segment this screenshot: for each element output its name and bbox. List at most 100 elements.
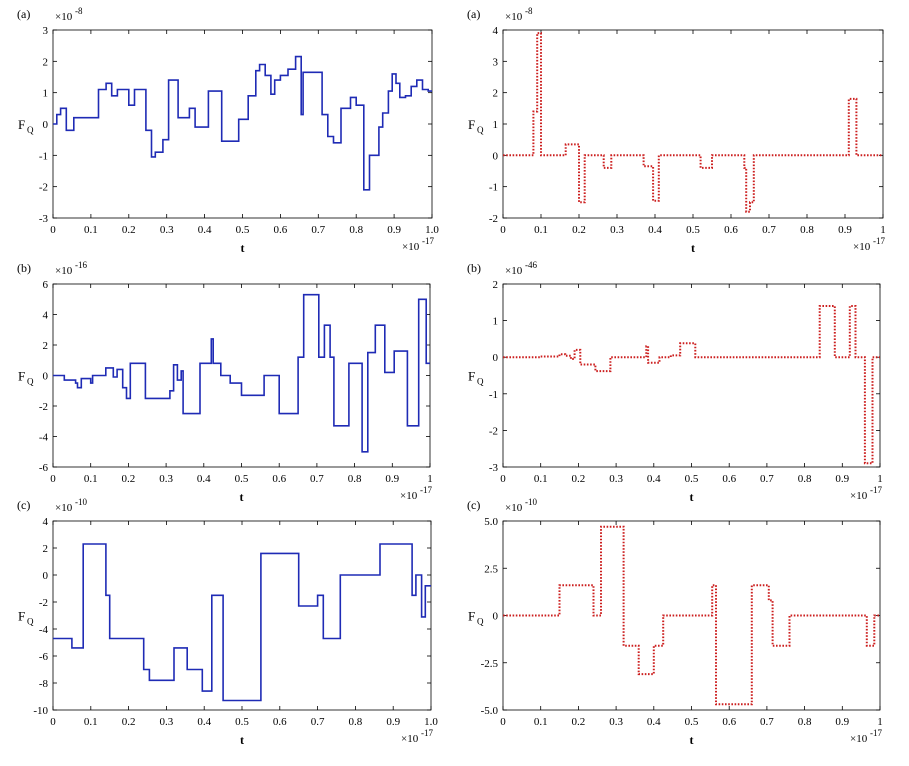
x-tick-label: 0.9 — [835, 716, 849, 728]
series-line-fq — [503, 32, 883, 213]
x-exponent: ×10 — [850, 733, 868, 745]
y-axis-label-subscript: Q — [477, 125, 484, 135]
x-tick-label: 0 — [500, 473, 506, 485]
y-tick-label: 4 — [493, 25, 499, 37]
x-exponent: ×10 — [400, 490, 418, 502]
x-tick-label: 0.3 — [160, 224, 174, 236]
x-tick-label: 0.5 — [685, 716, 699, 728]
x-tick-label: 0.8 — [349, 716, 363, 728]
x-exponent: ×10 — [853, 241, 871, 253]
y-tick-label: 1 — [493, 316, 499, 328]
x-tick-label: 0 — [50, 224, 56, 236]
x-tick-label: 0.7 — [311, 224, 325, 236]
y-tick-label: -2 — [39, 401, 48, 413]
x-axis-label: t — [690, 490, 694, 504]
x-tick-label: 0.2 — [122, 716, 136, 728]
y-axis-label-subscript: Q — [477, 617, 484, 627]
x-tick-label: 0.8 — [349, 224, 363, 236]
y-tick-label: 2.5 — [484, 563, 498, 575]
x-tick-label: 0.6 — [724, 224, 738, 236]
y-tick-label: -4 — [39, 432, 49, 444]
panel-label: (a) — [17, 7, 30, 21]
x-exponent-power: -17 — [870, 485, 882, 495]
x-tick-label: 0.2 — [572, 716, 586, 728]
y-axis-label: F — [468, 609, 475, 624]
y-axis-label: F — [468, 117, 475, 132]
x-tick-label: 0.1 — [84, 224, 98, 236]
y-tick-label: -1 — [489, 389, 498, 401]
y-tick-label: 1 — [493, 119, 499, 131]
x-tick-label: 0.7 — [760, 473, 774, 485]
y-tick-label: 0 — [43, 570, 49, 582]
x-tick-label: 0.1 — [84, 716, 98, 728]
x-tick-label: 0.2 — [572, 224, 586, 236]
y-exponent: ×10 — [55, 265, 73, 277]
x-tick-label: 0.1 — [534, 473, 548, 485]
x-tick-label: 0.9 — [387, 224, 401, 236]
y-tick-label: 4 — [43, 310, 49, 322]
x-tick-label: 1 — [877, 473, 883, 485]
y-tick-label: 0 — [43, 371, 49, 383]
y-axis-label: F — [468, 369, 475, 384]
x-tick-label: 0.3 — [610, 224, 624, 236]
x-tick-label: 0.9 — [838, 224, 852, 236]
x-tick-label: 1.0 — [425, 224, 439, 236]
y-exponent-power: -10 — [75, 497, 87, 507]
y-axis-label: F — [18, 609, 25, 624]
y-tick-label: 4 — [43, 516, 49, 528]
x-tick-label: 1 — [877, 716, 883, 728]
x-tick-label: 0.4 — [647, 716, 661, 728]
x-tick-label: 0.1 — [84, 473, 98, 485]
y-exponent: ×10 — [505, 265, 523, 277]
y-axis-label: F — [18, 117, 25, 132]
y-axis-label-subscript: Q — [477, 377, 484, 387]
x-tick-label: 0.3 — [159, 473, 173, 485]
x-axis-label: t — [691, 241, 695, 255]
y-tick-label: -6 — [39, 462, 49, 474]
x-tick-label: 0.8 — [800, 224, 814, 236]
x-tick-label: 0 — [50, 716, 56, 728]
y-exponent: ×10 — [505, 11, 523, 23]
x-tick-label: 0.9 — [835, 473, 849, 485]
x-tick-label: 0.4 — [648, 224, 662, 236]
x-tick-label: 0.3 — [609, 473, 623, 485]
x-tick-label: 0.7 — [310, 473, 324, 485]
y-tick-label: 0 — [43, 119, 49, 131]
x-exponent-power: -17 — [420, 485, 432, 495]
x-tick-label: 0 — [50, 473, 56, 485]
y-tick-label: 0 — [493, 150, 499, 162]
y-tick-label: -3 — [489, 462, 499, 474]
x-tick-label: 0.7 — [762, 224, 776, 236]
panel-label: (b) — [467, 261, 481, 275]
plot-frame — [502, 29, 884, 219]
x-tick-label: 0.3 — [609, 716, 623, 728]
x-tick-label: 0.6 — [274, 224, 288, 236]
y-tick-label: 1 — [43, 88, 49, 100]
x-exponent: ×10 — [401, 733, 419, 745]
y-tick-label: -1 — [489, 182, 498, 194]
x-tick-label: 0 — [500, 716, 506, 728]
x-axis-label: t — [690, 733, 694, 747]
y-tick-label: -2 — [489, 213, 498, 225]
y-exponent-power: -16 — [75, 260, 87, 270]
x-exponent: ×10 — [402, 241, 420, 253]
y-exponent: ×10 — [55, 11, 73, 23]
series-line-fq — [53, 543, 431, 702]
y-tick-label: -4 — [39, 624, 49, 636]
y-tick-label: 2 — [493, 279, 499, 291]
chart-panel-3: 0 0.1 0.2 0.3 0.4 0.5 0.6 0.7 0.8 0.9 1 -6 -4 -2 0 2 4 6 (… — [17, 260, 433, 504]
x-tick-label: 0.6 — [272, 473, 286, 485]
x-tick-label: 0.4 — [647, 473, 661, 485]
y-tick-label: -2 — [489, 425, 498, 437]
y-tick-label: -10 — [33, 705, 48, 717]
y-axis-label-subscript: Q — [27, 617, 34, 627]
y-exponent-power: -8 — [525, 6, 533, 16]
y-tick-label: 2 — [43, 543, 49, 555]
x-tick-label: 0.8 — [798, 716, 812, 728]
x-axis-label: t — [241, 241, 245, 255]
y-tick-label: 2 — [493, 88, 499, 100]
y-tick-label: 5.0 — [484, 516, 498, 528]
y-tick-label: 3 — [493, 56, 499, 68]
panel-label: (b) — [17, 261, 31, 275]
